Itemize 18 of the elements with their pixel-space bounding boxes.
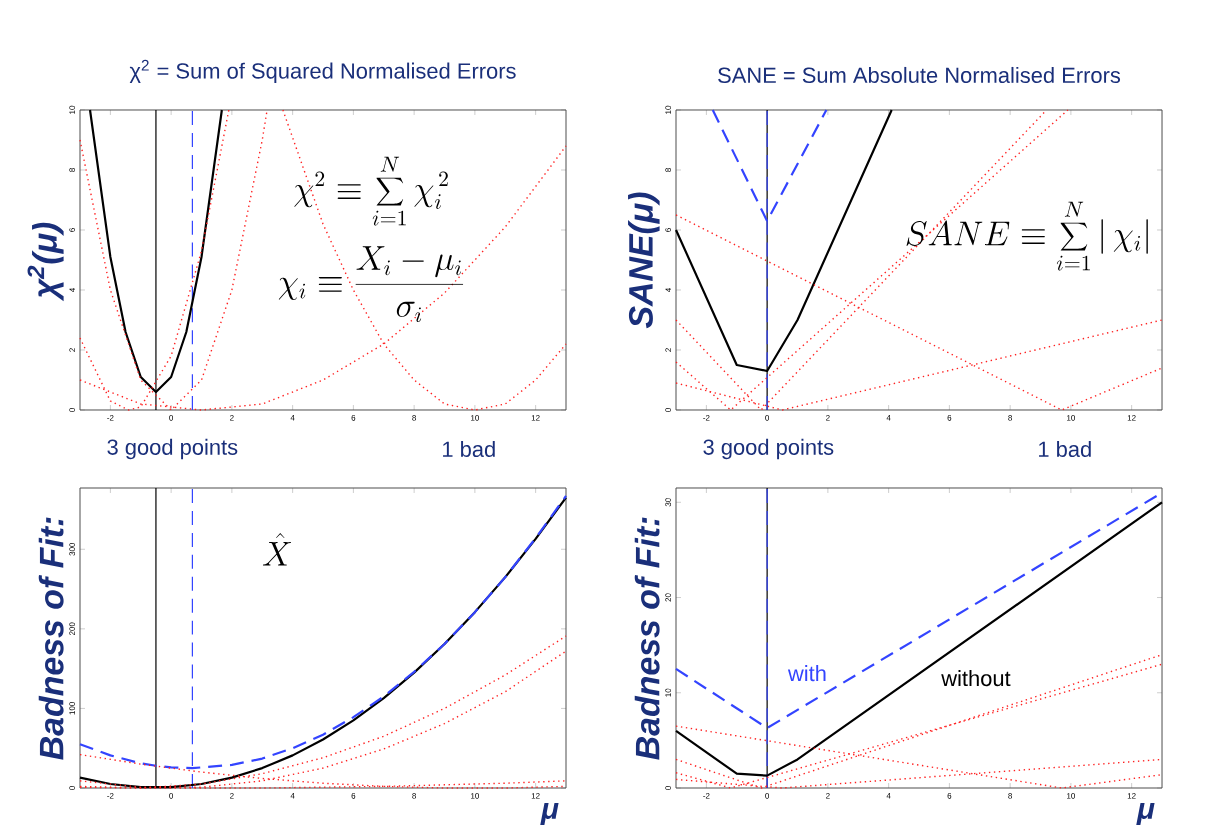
series-label: without — [941, 670, 1011, 687]
x-axis-title: μ — [540, 803, 559, 825]
text: 1 bad — [1039, 440, 1091, 458]
x-axis-title: μ — [1136, 803, 1155, 825]
series-label: with — [787, 665, 826, 682]
text: 3 good points — [107, 438, 238, 460]
text: 1 bad — [443, 440, 495, 458]
chart-title: χ$^{2}$ = Sum of Squared Normalised Errors — [129, 59, 516, 84]
chart-title: SANE = Sum Absolute Normalised Errors — [718, 66, 1121, 84]
y-axis-title: SANE(μ) — [628, 192, 660, 329]
annotation: $SANE \equiv \sum_{i=1}^{N} \left| \, \chi_i \right|$ — [906, 201, 1148, 271]
y-axis-title: χ$^{2}$(μ) — [27, 222, 64, 302]
annotation: $\chi_i \equiv \frac{X_i - \mu_i}{\sigma_i}$ — [278, 246, 464, 323]
annotation: $\chi^{2} \equiv \sum_{i=1}^{N} \chi_i^{\,2}$ — [294, 156, 448, 226]
y-axis-title: Badness of Fit: — [38, 517, 64, 760]
annotation: $\hat{X}$ — [262, 532, 291, 566]
y-axis-title: Badness of Fit: — [634, 517, 660, 760]
text: 3 good points — [703, 438, 834, 460]
